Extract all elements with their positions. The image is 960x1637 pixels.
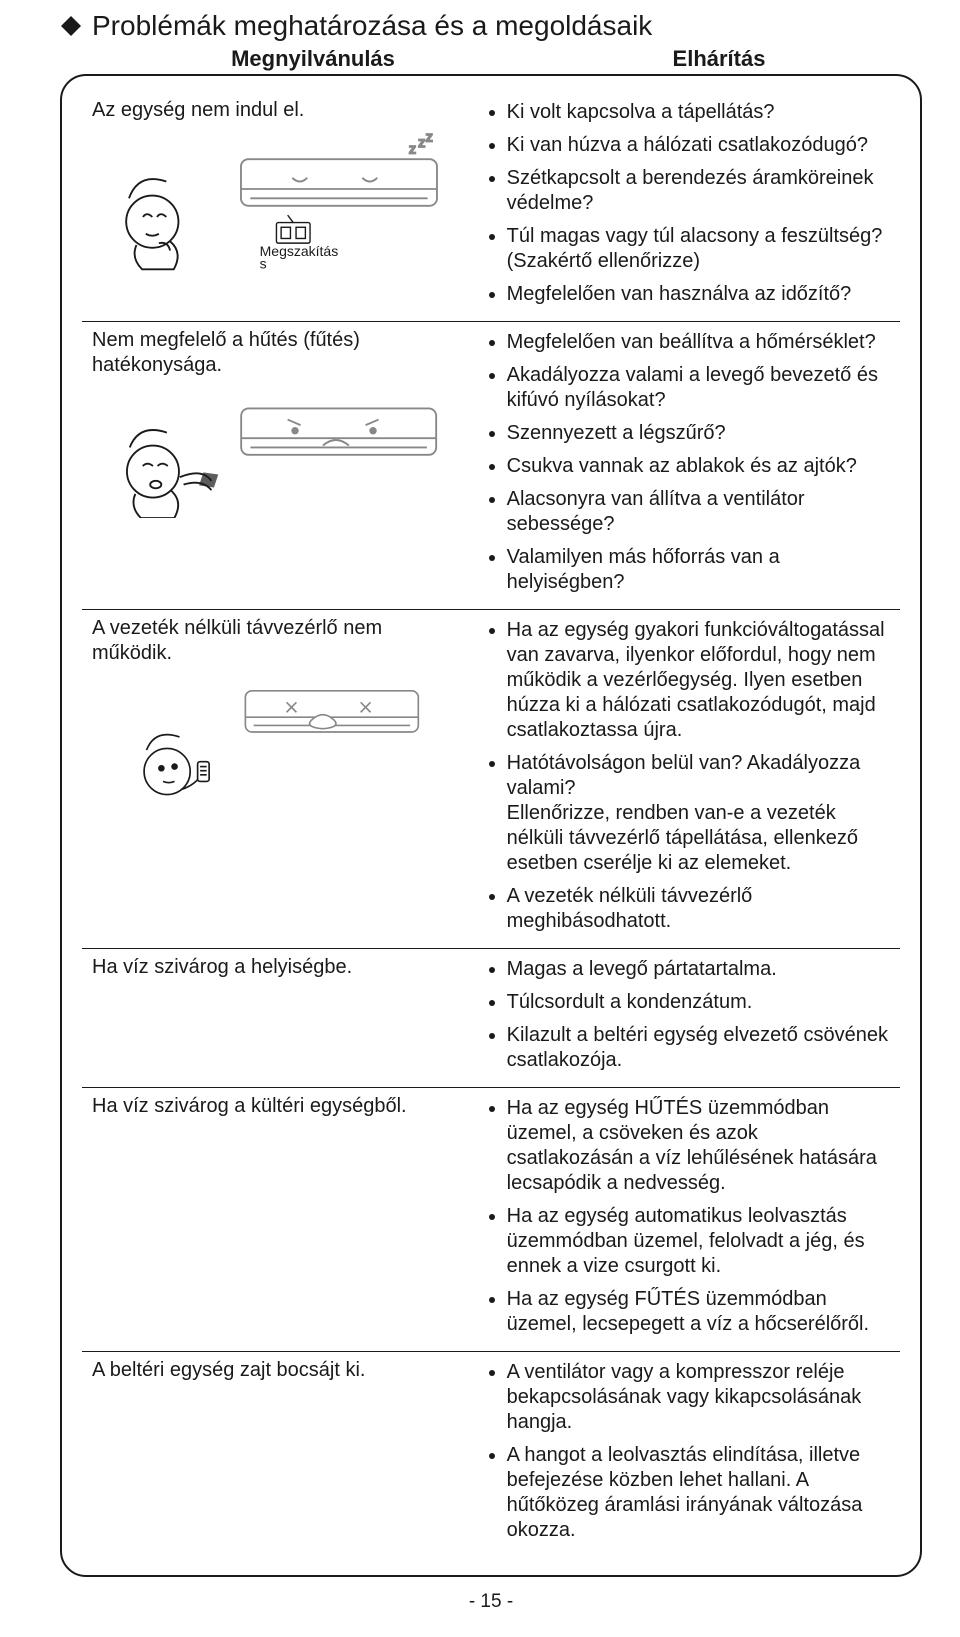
illustration-unit-frown — [92, 388, 465, 518]
solution-list: Ha az egység gyakori funkcióváltogatássa… — [485, 618, 890, 934]
solution-cell: Ki volt kapcsolva a tápellátás? Ki van h… — [475, 92, 900, 322]
solution-item: Megfelelően van beállítva a hőmérséklet? — [507, 330, 890, 355]
troubleshooting-table: Az egység nem indul el. — [82, 92, 900, 1557]
solution-item: Túl magas vagy túl alacsony a feszültség… — [507, 224, 890, 274]
solution-list: Ha az egység HŰTÉS üzemmódban üzemel, a … — [485, 1096, 890, 1337]
solution-cell: Ha az egység HŰTÉS üzemmódban üzemel, a … — [475, 1088, 900, 1352]
problem-text: Ha víz szivárog a helyiségbe. — [92, 955, 465, 980]
illustration-unit-remote — [92, 676, 465, 816]
svg-text:z: z — [426, 133, 433, 144]
column-header-left: Megnyilvánulás — [110, 46, 516, 72]
column-header-right: Elhárítás — [516, 46, 922, 72]
problem-cell: Az egység nem indul el. — [82, 92, 475, 322]
solution-item: Hatótávolságon belül van? Akadályozza va… — [507, 751, 890, 876]
solution-item: Ki van húzva a hálózati csatlakozódugó? — [507, 133, 890, 158]
svg-text:z: z — [409, 141, 416, 157]
illustration-unit-sleeping: z z z Megszakítás — [92, 133, 465, 273]
solution-list: Ki volt kapcsolva a tápellátás? Ki van h… — [485, 100, 890, 307]
solution-list: A ventilátor vagy a kompresszor reléje b… — [485, 1360, 890, 1543]
problem-cell: Nem megfelelő a hűtés (fűtés) hatékonysá… — [82, 322, 475, 610]
table-row: Ha víz szivárog a helyiségbe. Magas a le… — [82, 949, 900, 1088]
content-frame: Az egység nem indul el. — [60, 74, 922, 1577]
problem-text: A beltéri egység zajt bocsájt ki. — [92, 1358, 465, 1383]
solution-item: A vezeték nélküli távvezérlő meghibásodh… — [507, 884, 890, 934]
problem-text: Az egység nem indul el. — [92, 98, 465, 123]
header-spacer — [60, 46, 110, 72]
illustration-label: Megszakítás — [260, 243, 339, 259]
solution-item: Szennyezett a légszűrő? — [507, 421, 890, 446]
solution-item: Alacsonyra van állítva a ventilátor sebe… — [507, 487, 890, 537]
svg-text:s: s — [260, 255, 267, 271]
solution-cell: Ha az egység gyakori funkcióváltogatássa… — [475, 610, 900, 949]
solution-item: Csukva vannak az ablakok és az ajtók? — [507, 454, 890, 479]
problem-cell: Ha víz szivárog a kültéri egységből. — [82, 1088, 475, 1352]
problem-text: Ha víz szivárog a kültéri egységből. — [92, 1094, 465, 1119]
page-root: Problémák meghatározása és a megoldásaik… — [0, 0, 960, 1637]
problem-cell: A vezeték nélküli távvezérlő nem működik… — [82, 610, 475, 949]
solution-list: Magas a levegő pártatartalma. Túlcsordul… — [485, 957, 890, 1073]
table-row: Az egység nem indul el. — [82, 92, 900, 322]
page-number: - 15 - — [60, 1591, 922, 1613]
problem-cell: A beltéri egység zajt bocsájt ki. — [82, 1352, 475, 1558]
page-title: Problémák meghatározása és a megoldásaik — [92, 10, 652, 42]
solution-item: Valamilyen más hőforrás van a helyiségbe… — [507, 545, 890, 595]
solution-item: Ha az egység FŰTÉS üzemmódban üzemel, le… — [507, 1287, 890, 1337]
solution-item: Ha az egység gyakori funkcióváltogatássa… — [507, 618, 890, 743]
table-row: Nem megfelelő a hűtés (fűtés) hatékonysá… — [82, 322, 900, 610]
table-row: Ha víz szivárog a kültéri egységből. Ha … — [82, 1088, 900, 1352]
solution-item: Ha az egység HŰTÉS üzemmódban üzemel, a … — [507, 1096, 890, 1196]
problem-text: A vezeték nélküli távvezérlő nem működik… — [92, 616, 465, 666]
solution-item: Magas a levegő pártatartalma. — [507, 957, 890, 982]
solution-cell: A ventilátor vagy a kompresszor reléje b… — [475, 1352, 900, 1558]
solution-item: A hangot a leolvasztás elindítása, illet… — [507, 1443, 890, 1543]
solution-item: Megfelelően van használva az időzítő? — [507, 282, 890, 307]
table-row: A vezeték nélküli távvezérlő nem működik… — [82, 610, 900, 949]
solution-item: Ha az egység automatikus leolvasztás üze… — [507, 1204, 890, 1279]
solution-item: Túlcsordult a kondenzátum. — [507, 990, 890, 1015]
solution-cell: Magas a levegő pártatartalma. Túlcsordul… — [475, 949, 900, 1088]
solution-cell: Megfelelően van beállítva a hőmérséklet?… — [475, 322, 900, 610]
svg-text:z: z — [418, 134, 425, 150]
column-headers: Megnyilvánulás Elhárítás — [60, 46, 922, 72]
problem-text: Nem megfelelő a hűtés (fűtés) hatékonysá… — [92, 328, 465, 378]
solution-item: Kilazult a beltéri egység elvezető csövé… — [507, 1023, 890, 1073]
solution-item: Akadályozza valami a levegő bevezető és … — [507, 363, 890, 413]
solution-list: Megfelelően van beállítva a hőmérséklet?… — [485, 330, 890, 595]
solution-item: Szétkapcsolt a berendezés áramköreinek v… — [507, 166, 890, 216]
problem-cell: Ha víz szivárog a helyiségbe. — [82, 949, 475, 1088]
solution-item: A ventilátor vagy a kompresszor reléje b… — [507, 1360, 890, 1435]
table-row: A beltéri egység zajt bocsájt ki. A vent… — [82, 1352, 900, 1558]
title-row: Problémák meghatározása és a megoldásaik — [60, 10, 922, 42]
solution-item: Ki volt kapcsolva a tápellátás? — [507, 100, 890, 125]
diamond-bullet-icon — [60, 15, 82, 37]
